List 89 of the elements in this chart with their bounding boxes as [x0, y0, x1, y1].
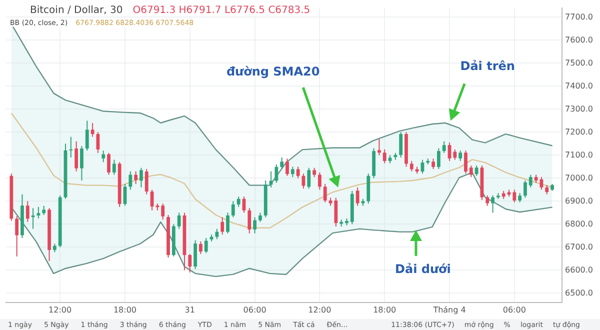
candlestick: [26, 200, 30, 222]
candlestick: [512, 189, 516, 203]
candlestick: [286, 158, 289, 176]
candlestick: [36, 206, 40, 219]
candlestick: [96, 132, 100, 154]
candlestick: [204, 238, 208, 254]
candlestick: [253, 216, 256, 234]
candlestick: [528, 174, 532, 188]
candlestick: [290, 166, 294, 178]
annotation: Dải dưới: [395, 262, 451, 276]
candlestick: [377, 138, 381, 156]
candlestick: [458, 150, 462, 162]
candlestick: [107, 152, 110, 176]
candlestick: [236, 196, 240, 208]
candlestick: [307, 167, 311, 190]
y-tick-label: 7500.0: [565, 58, 594, 68]
annotation: O6791.3 H6791.7 L6776.5 C6783.5: [132, 5, 310, 16]
candlestick: [469, 165, 473, 178]
annotation: đường SMA20: [226, 64, 320, 79]
candlestick: [442, 140, 446, 154]
chart-title: Bitcoin / Dollar, 30: [30, 5, 123, 16]
candlestick: [269, 170, 273, 188]
candlestick: [312, 167, 316, 178]
candlestick: [334, 197, 338, 227]
candlestick: [199, 240, 202, 255]
candlestick: [90, 122, 94, 138]
candlestick: [215, 228, 219, 240]
candlestick: [296, 166, 300, 179]
candlestick: [231, 200, 235, 218]
candlestick: [410, 160, 414, 172]
candlestick: [15, 216, 19, 257]
candlestick: [112, 159, 116, 176]
y-tick-label: 7200.0: [565, 127, 594, 136]
candlestick: [318, 172, 322, 190]
y-tick-label: 7000.0: [565, 173, 594, 182]
candlestick: [134, 170, 138, 184]
candlestick: [220, 216, 224, 236]
x-tick-label: 06:00: [502, 305, 526, 314]
candlestick: [545, 184, 549, 195]
x-tick-label: Tháng 4: [432, 305, 466, 314]
candlestick: [161, 203, 165, 220]
candlestick: [74, 140, 78, 172]
candlestick: [80, 146, 84, 181]
candlestick: [42, 205, 46, 216]
y-tick-label: 6700.0: [565, 242, 594, 252]
candlestick: [524, 180, 527, 198]
y-tick-label: 7300.0: [565, 104, 594, 114]
candlestick: [258, 212, 262, 222]
candlestick: [280, 157, 284, 170]
x-tick-label: 18:00: [113, 305, 137, 314]
y-tick-label: 6600.0: [565, 265, 594, 274]
candlestick: [69, 136, 73, 158]
y-tick-label: 6500.0: [565, 288, 594, 298]
candlestick: [356, 186, 360, 206]
candlestick: [177, 212, 181, 230]
x-tick-label: 18:00: [373, 305, 396, 314]
candlestick: [432, 158, 435, 170]
x-tick-label: 31: [184, 305, 195, 314]
candlestick: [226, 212, 230, 234]
y-tick-label: 7600.0: [565, 35, 594, 44]
x-tick-label: 06:00: [243, 305, 266, 314]
x-tick-label: 12:00: [48, 305, 72, 314]
x-tick-label: 12:00: [308, 305, 332, 314]
candlestick: [399, 132, 403, 158]
candlestick: [188, 254, 192, 273]
annotation: Dải trên: [460, 58, 515, 73]
candlestick: [140, 167, 143, 188]
candlestick: [194, 240, 198, 270]
candlestick: [144, 168, 148, 195]
candlestick: [453, 148, 457, 160]
y-tick-label: 6900.0: [565, 196, 594, 206]
candlestick: [102, 150, 106, 163]
candlestick: [85, 120, 89, 152]
candlestick: [448, 142, 452, 162]
candlestick: [474, 165, 478, 176]
candlestick: [128, 170, 132, 190]
y-tick-label: 7700.0: [565, 12, 594, 22]
candlestick: [518, 192, 522, 203]
candlestick: [436, 148, 440, 170]
candlestick: [464, 150, 468, 174]
candlestick: [323, 183, 327, 203]
y-tick-label: 7400.0: [565, 81, 594, 90]
candlestick: [248, 208, 252, 234]
y-tick-label: 6800.0: [565, 219, 594, 228]
candlestick: [274, 164, 278, 184]
y-tick-label: 7100.0: [565, 150, 594, 160]
candlestick: [382, 148, 386, 164]
candlestick: [491, 194, 494, 214]
candlestick: [486, 194, 490, 206]
